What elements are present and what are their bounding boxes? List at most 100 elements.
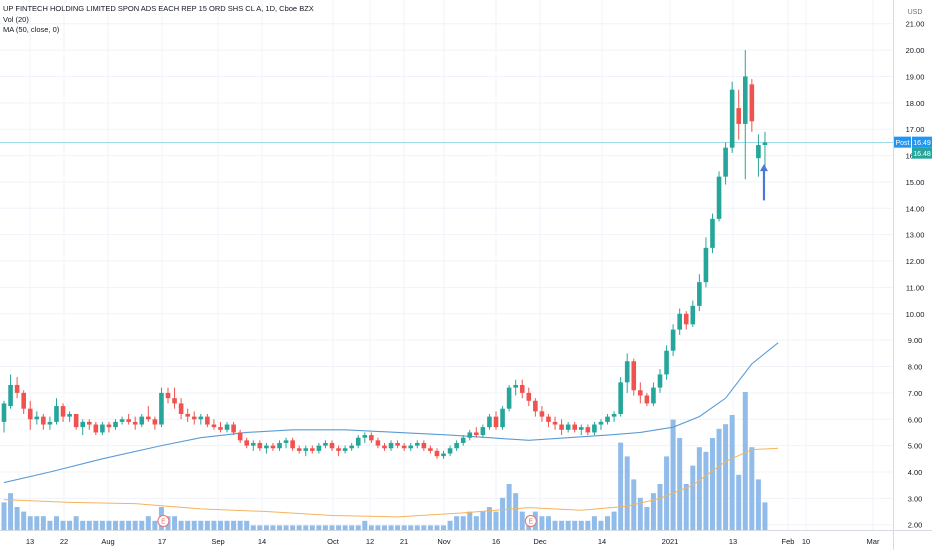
ma-indicator-label[interactable]: MA (50, close, 0) [3,25,60,34]
volume-bar [618,442,624,530]
symbol-title[interactable]: UP FINTECH HOLDING LIMITED SPON ADS EACH… [3,4,314,13]
grid-lines [0,0,893,530]
last-price-tag: 16.48 [913,151,931,158]
candle-body [296,448,302,451]
candle-body [224,424,230,430]
volume-bar [99,520,105,530]
volume-bar [454,516,460,530]
candle-body [231,424,236,433]
volume-bar [637,497,643,530]
price-tick-label: 4.00 [908,468,923,477]
volume-bar [447,520,453,530]
volume-bar [80,520,86,530]
candle-body [67,413,72,417]
volume-bar [283,525,289,530]
volume-bar [572,520,578,530]
volume-bar [244,520,250,530]
candle-body [14,384,20,393]
time-tick-label: 13 [26,537,34,546]
volume-indicator-label[interactable]: Vol (20) [3,14,29,24]
volume-bar [316,525,322,530]
volume-bar [460,516,466,530]
volume-bar [723,424,729,530]
candle-body [310,448,315,451]
volume-bar [500,497,506,530]
volume-bar [257,525,263,530]
volume-bar [303,525,309,530]
candle-body [218,427,223,430]
price-tick-label: 11.00 [906,283,924,292]
candle-body [526,392,532,401]
candle-body [205,416,210,425]
candle-body [100,424,105,433]
volume-bar [224,520,230,530]
volume-bar [513,493,519,530]
candle-body [552,421,558,425]
volume-bar [591,516,597,530]
volume-bar [611,511,617,530]
candle-body [677,313,682,330]
candle-body [264,445,269,449]
candle-body [749,84,755,122]
candle-body [237,432,243,441]
candle-body [395,442,400,446]
candle-body [592,424,597,433]
volume-bar [309,525,315,530]
price-tick-label: 18.00 [906,99,925,108]
time-tick-label: 2021 [662,537,679,546]
candle-body [126,419,131,422]
candle-body [362,435,368,438]
volume-bar [381,525,387,530]
candle-body [513,384,518,388]
volume-bar [14,507,20,530]
candle-body [316,445,322,451]
candle-body [441,453,446,457]
volume-bar [27,516,33,530]
volume-bar [414,525,420,530]
candle-body [638,390,643,396]
volume-bar [349,525,355,530]
candle-body [546,416,551,422]
volume-bar [270,525,276,530]
candle-body [651,387,656,404]
volume-bar [434,525,440,530]
volume-bar [585,520,591,530]
candle-body [624,361,630,383]
volume-bar [578,520,584,530]
candle-body [283,440,289,443]
candle-body [487,416,492,428]
candle-body [710,218,715,248]
indicator-lines [0,142,893,518]
volume-bar [762,502,768,530]
candle-body [578,427,584,430]
candle-body [408,445,414,449]
volume-bar [178,520,184,530]
candle-body [257,442,263,449]
candle-body [454,442,459,449]
volume-bar [362,520,368,530]
volume-bar [605,516,611,530]
candle-body [631,361,637,391]
candle-body [270,445,276,449]
time-tick-label: Mar [867,537,880,546]
volume-bar [211,520,217,530]
last-price-tag-bg [912,147,932,159]
candle-body [618,382,623,414]
candle-body [250,442,256,446]
time-tick-label: 12 [366,537,374,546]
volume-bar [67,520,73,530]
candle-body [559,424,564,430]
candle-body [211,424,217,428]
candle-body [342,448,348,451]
candle-body [198,416,204,420]
price-tick-label: 5.00 [908,442,923,451]
price-tick-label: 3.00 [908,494,923,503]
candle-body [683,313,689,325]
volume-bar [683,484,689,530]
candle-body [401,445,407,449]
volume-bar [716,428,722,530]
candle-body [723,147,728,177]
candle-body [60,406,66,417]
